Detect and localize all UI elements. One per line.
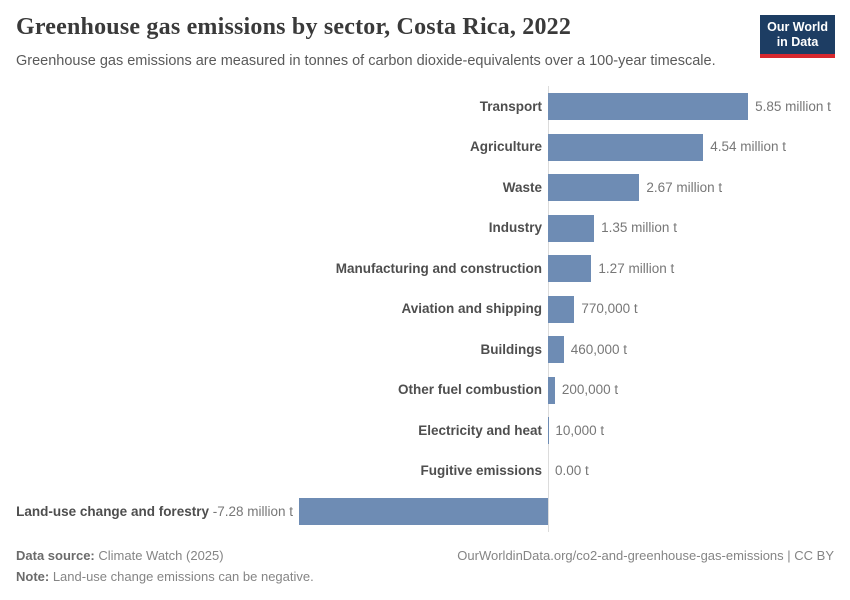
value-label: 5.85 million t bbox=[755, 98, 831, 114]
category-label: Transport bbox=[479, 98, 542, 114]
value-label: 1.35 million t bbox=[601, 220, 677, 235]
value-label: 0.00 t bbox=[555, 463, 589, 478]
footer-note-value: Land-use change emissions can be negativ… bbox=[49, 569, 314, 584]
value-label: 2.67 million t bbox=[646, 179, 723, 195]
bar-segment bbox=[548, 93, 749, 120]
category-label: Other fuel combustion bbox=[397, 382, 542, 397]
owid-logo-line1: Our World bbox=[767, 20, 828, 34]
category-label: Buildings bbox=[480, 341, 543, 357]
category-label: Agriculture bbox=[469, 139, 542, 154]
category-label-text: Land-use change and forestry bbox=[16, 503, 209, 519]
category-label: Industry bbox=[488, 220, 542, 235]
page-subtitle: Greenhouse gas emissions are measured in… bbox=[16, 53, 716, 69]
category-label: Fugitive emissions bbox=[420, 463, 542, 478]
value-label: 4.54 million t bbox=[710, 139, 787, 154]
footer-data-source-value: Climate Watch (2025) bbox=[94, 548, 224, 563]
footer-data-source: Data source: Climate Watch (2025) bbox=[16, 548, 224, 563]
page-title: Greenhouse gas emissions by sector, Cost… bbox=[16, 14, 572, 40]
bar-segment bbox=[548, 174, 640, 201]
bar-segment bbox=[548, 133, 704, 161]
category-label: Aviation and shipping bbox=[401, 301, 543, 316]
category-label: Manufacturing and construction bbox=[335, 260, 542, 276]
value-label: 10,000 t bbox=[555, 422, 605, 438]
value-label: 200,000 t bbox=[561, 382, 619, 397]
category-label: Land-use change and forestry -7.28 milli… bbox=[0, 502, 293, 522]
value-label: -7.28 million t bbox=[208, 503, 294, 519]
value-label: 770,000 t bbox=[581, 301, 638, 316]
bar-segment bbox=[548, 295, 575, 323]
bar-segment bbox=[548, 255, 592, 282]
footer-note: Note: Land-use change emissions can be n… bbox=[16, 569, 314, 584]
owid-logo-line2: in Data bbox=[776, 35, 819, 49]
owid-logo: Our World in Data bbox=[760, 15, 835, 58]
bar-segment bbox=[548, 336, 564, 363]
category-label: Waste bbox=[502, 179, 542, 195]
bar-segment bbox=[548, 376, 555, 404]
bar-segment bbox=[548, 214, 595, 242]
value-label: 1.27 million t bbox=[598, 260, 675, 276]
footer-link: OurWorldinData.org/co2-and-greenhouse-ga… bbox=[457, 548, 834, 563]
footer-data-source-label: Data source: bbox=[16, 548, 95, 563]
bar-segment bbox=[299, 498, 548, 525]
value-label: 460,000 t bbox=[570, 341, 628, 357]
footer-note-label: Note: bbox=[16, 569, 50, 584]
category-label: Electricity and heat bbox=[418, 422, 542, 438]
bar-chart: Transport 5.85 million t Agriculture 4.54 m… bbox=[0, 86, 850, 532]
